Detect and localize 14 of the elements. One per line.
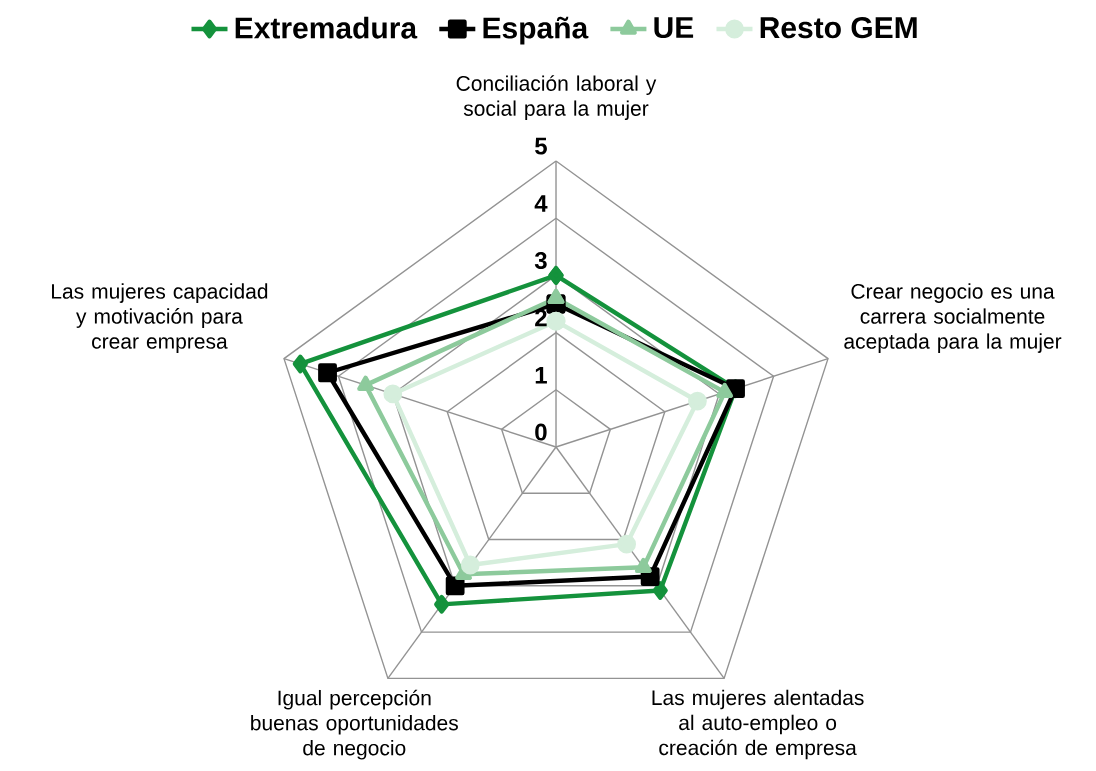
y-tick-label: 5 xyxy=(535,137,547,155)
spoke-label: Las mujeres alentadas al auto-empleo o creación de empresa xyxy=(652,689,864,760)
spoke-label: Igual percepción buenas oportunidades de negocio xyxy=(251,689,458,760)
spoke-label: Las mujeres capacidad y motivación para crear empresa xyxy=(52,283,268,353)
legend-label: UE xyxy=(654,17,694,39)
y-tick-label: 1 xyxy=(535,366,547,384)
y-tick-label: 0 xyxy=(535,423,547,441)
legend-label: España xyxy=(483,16,589,45)
legend-label: Extremadura xyxy=(235,16,418,39)
spoke-label: Conciliación laboral y social para la mujer xyxy=(456,75,657,121)
y-tick-label: 4 xyxy=(534,195,548,212)
legend-label: Resto GEM xyxy=(760,17,917,39)
spoke-label: Crear negocio es una carrera socialmente aceptada para la mujer xyxy=(844,283,1062,353)
y-tick-label: 3 xyxy=(534,251,547,270)
